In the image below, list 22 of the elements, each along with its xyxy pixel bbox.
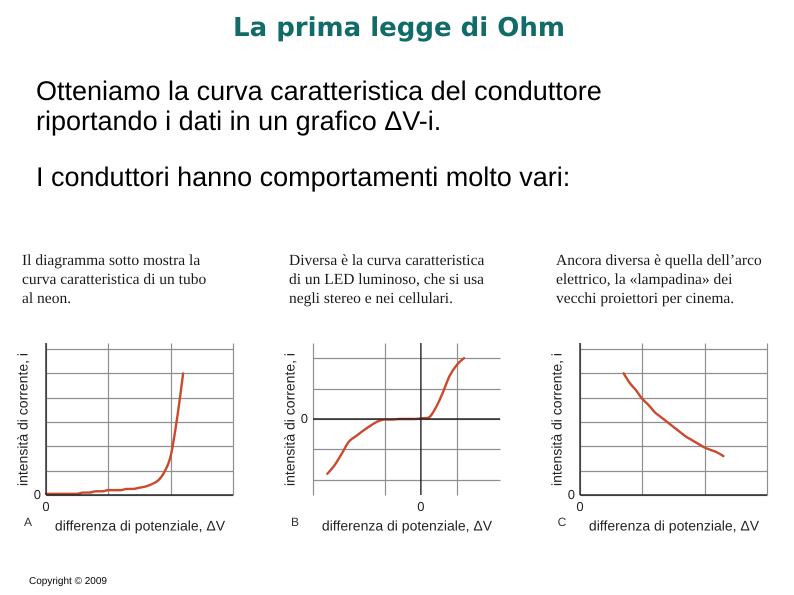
chart-title: Diversa è la curva caratteristica di un LED luminoso, che si usa negli stereo e nei cellulari. xyxy=(289,252,484,307)
text: Copyright © 2009 xyxy=(29,576,108,587)
text: 0 xyxy=(568,487,575,502)
y-axis-title: intensità di corrente, i xyxy=(14,352,30,486)
chart-title: Ancora diversa è quella dell’arco elettrico, la «lampadina» dei vecchi proiettori per cinema. xyxy=(556,252,762,307)
text: La prima legge di Ohm xyxy=(233,13,565,43)
text: C xyxy=(558,515,567,529)
chart-title: Il diagramma sotto mostra la curva caratteristica di un tubo al neon. xyxy=(22,252,206,307)
text: B xyxy=(290,515,300,529)
x-axis-title: differenza di potenziale, ΔV xyxy=(322,518,493,534)
text: A xyxy=(24,515,32,529)
y-axis-title: intensità di corrente, i xyxy=(282,352,298,486)
text: 0 xyxy=(417,499,424,514)
text: I conduttori hanno comportamenti molto vari: xyxy=(36,162,570,192)
text: 0 xyxy=(300,411,308,426)
text: 0 xyxy=(34,487,41,502)
text: 0 xyxy=(576,499,584,514)
text: 0 xyxy=(42,499,50,514)
text: Otteniamo la curva caratteristica del conduttore riportando i dati in un grafico ΔV-i. xyxy=(36,76,602,136)
x-axis-title: differenza di potenziale, ΔV xyxy=(54,518,226,534)
y-axis-title: intensità di corrente, i xyxy=(548,352,564,486)
x-axis-title: differenza di potenziale, ΔV xyxy=(588,518,760,534)
